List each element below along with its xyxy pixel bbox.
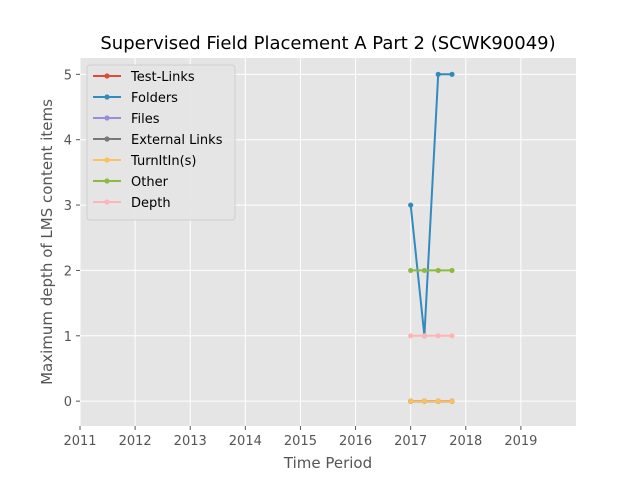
- legend-item: External Links: [93, 133, 223, 148]
- data-point: [449, 398, 455, 404]
- x-tick-label: 2013: [174, 434, 207, 449]
- legend-item: Test-Links: [93, 70, 195, 85]
- y-tick-label: 5: [64, 68, 72, 83]
- data-point: [408, 202, 414, 208]
- x-tick-label: 2011: [63, 434, 96, 449]
- legend-item: Depth: [93, 196, 171, 211]
- data-point: [421, 333, 428, 339]
- data-point: [408, 333, 414, 339]
- legend-marker: [104, 178, 110, 184]
- legend-label: Depth: [131, 196, 171, 211]
- data-point: [435, 71, 441, 77]
- y-tick-label: 4: [64, 134, 72, 149]
- data-point: [421, 398, 428, 404]
- series-turnitin-s-: [408, 398, 455, 404]
- data-point: [449, 267, 455, 274]
- x-tick-label: 2012: [119, 434, 152, 449]
- series-depth: [408, 333, 455, 339]
- legend-label: Folders: [131, 91, 178, 106]
- data-point: [435, 333, 441, 339]
- legend-marker: [104, 136, 110, 142]
- legend-marker: [104, 94, 110, 100]
- data-point: [435, 267, 441, 274]
- legend-label: External Links: [131, 133, 223, 148]
- legend-label: Other: [131, 175, 169, 190]
- y-axis-ticks: 0 1 2 3 4 5: [64, 68, 80, 410]
- data-point: [421, 267, 428, 274]
- x-axis-ticks: 2011 2012 2013 2014 2015 2016 2017 2018 2019: [63, 426, 537, 449]
- y-tick-label: 2: [64, 264, 72, 279]
- y-axis-label: Maximum depth of LMS content items: [38, 99, 56, 385]
- x-tick-label: 2018: [449, 434, 482, 449]
- data-point: [449, 333, 455, 339]
- x-tick-label: 2017: [394, 434, 427, 449]
- legend-item: Folders: [93, 91, 178, 106]
- legend-marker: [104, 199, 110, 205]
- series-other: [408, 267, 455, 274]
- legend-label: Files: [131, 112, 160, 127]
- data-point: [435, 398, 441, 404]
- x-axis-label: Time Period: [283, 454, 372, 472]
- legend: Test-Links Folders Files External Links Turn…: [86, 64, 236, 221]
- data-point: [408, 398, 414, 404]
- series-lines: [408, 71, 455, 404]
- chart-title: Supervised Field Placement A Part 2 (SCW…: [100, 33, 555, 54]
- legend-label: Test-Links: [130, 70, 195, 85]
- x-tick-label: 2019: [504, 434, 537, 449]
- data-point: [449, 71, 455, 77]
- data-point: [408, 267, 414, 274]
- legend-item: TurnItIn(s): [93, 154, 196, 169]
- x-tick-label: 2016: [339, 434, 372, 449]
- legend-marker: [104, 115, 110, 121]
- x-tick-label: 2015: [284, 434, 317, 449]
- y-tick-label: 0: [64, 395, 72, 410]
- x-tick-label: 2014: [229, 434, 262, 449]
- legend-marker: [104, 73, 110, 79]
- legend-item: Files: [93, 112, 160, 127]
- y-tick-label: 3: [64, 199, 72, 214]
- y-tick-label: 1: [64, 330, 72, 345]
- legend-frame: [86, 64, 236, 221]
- legend-label: TurnItIn(s): [130, 154, 196, 169]
- legend-marker: [104, 157, 110, 163]
- legend-item: Other: [93, 175, 169, 190]
